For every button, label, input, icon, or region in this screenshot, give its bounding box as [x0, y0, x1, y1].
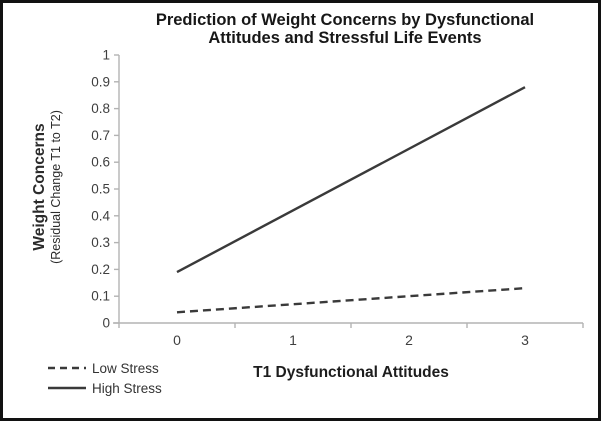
plot-area: 0 0.1 0.2 0.3 0.4 0.5 0.6 0.7 0.8 0.9 1 0 1 2 3 [91, 48, 584, 348]
solid-line-icon [48, 386, 86, 390]
y-tick-label: 1 [102, 48, 110, 63]
chart-title-line-1: Prediction of Weight Concerns by Dysfunc… [155, 11, 535, 29]
legend-item-low-stress: Low Stress [47, 358, 162, 378]
x-tick-label: 2 [405, 332, 413, 348]
y-tick-label: 0.4 [91, 208, 110, 223]
x-axis-title: T1 Dysfunctional Attitudes [253, 364, 449, 381]
series-line-low-stress [176, 286, 526, 314]
chart-title: Prediction of Weight Concerns by Dysfunc… [115, 11, 575, 47]
series-line-high-stress [176, 86, 526, 274]
legend-item-high-stress: High Stress [47, 378, 162, 398]
y-tick-label: 0 [102, 316, 110, 331]
chart-title-line-2: Attitudes and Stressful Life Events [208, 29, 482, 47]
y-tick-label: 0.9 [91, 74, 110, 89]
x-tick-label: 3 [521, 332, 529, 348]
y-tick-label: 0.5 [91, 182, 110, 197]
legend: Low Stress High Stress [47, 358, 162, 398]
legend-label-low-stress: Low Stress [92, 360, 159, 376]
y-tick-label: 0.2 [91, 262, 110, 277]
y-tick-label: 0.8 [91, 101, 110, 116]
x-tick-label: 0 [173, 332, 181, 348]
y-tick-label: 0.6 [91, 155, 110, 170]
legend-label-high-stress: High Stress [92, 380, 162, 396]
y-tick-label: 0.7 [91, 128, 110, 143]
dashed-line-icon [48, 366, 86, 370]
y-tick-label: 0.1 [91, 289, 110, 304]
y-tick-label: 0.3 [91, 235, 110, 250]
x-tick-label: 1 [289, 332, 297, 348]
